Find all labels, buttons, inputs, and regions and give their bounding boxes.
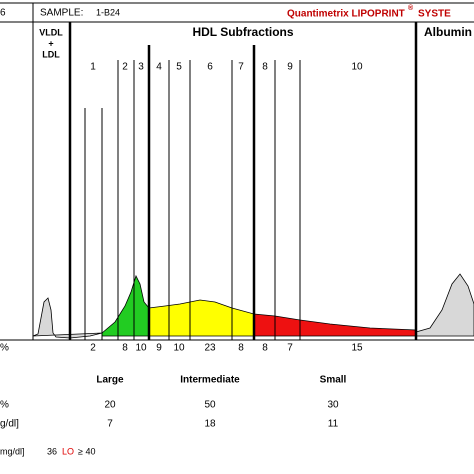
brand: Quantimetrix LIPOPRINT [287, 9, 405, 20]
subfraction-number: 4 [156, 62, 162, 73]
vldl-peak [32, 297, 103, 339]
subfraction-percent: 8 [122, 343, 128, 354]
total-label: mg/dl] [0, 446, 25, 456]
sample-id: 1-B24 [96, 7, 120, 17]
corner-text: 6 [0, 8, 6, 19]
dividers [68, 22, 418, 340]
subfraction-percent: 10 [135, 343, 147, 354]
albumin-peak [415, 273, 474, 337]
total-value: 36 [47, 446, 57, 456]
subfraction-percent: 8 [262, 343, 268, 354]
subfraction-number: 3 [138, 62, 144, 73]
group-name: Large [96, 375, 124, 386]
row-label: % [0, 400, 9, 411]
subfraction-percent: 2 [90, 343, 96, 354]
group-name: Small [320, 375, 347, 386]
group-name: Intermediate [180, 375, 240, 386]
subfraction-number: 2 [122, 62, 128, 73]
subfraction-percent: 8 [238, 343, 244, 354]
subfraction-percent: 23 [204, 343, 216, 354]
subfraction-number: 8 [262, 62, 268, 73]
plus-label: + [48, 38, 53, 48]
group-value: 18 [204, 419, 216, 430]
group-value: 20 [104, 400, 116, 411]
large-area [101, 274, 150, 337]
group-value: 30 [327, 400, 339, 411]
ldl-label: LDL [42, 49, 60, 59]
subfraction-number: 7 [238, 62, 244, 73]
subfraction-number: 10 [351, 62, 363, 73]
group-value: 7 [107, 419, 113, 430]
intermediate-area [148, 299, 255, 337]
percent-row-label: % [0, 343, 9, 354]
group-value: 11 [328, 419, 339, 430]
subfraction-percent: 7 [287, 343, 293, 354]
sample-label: SAMPLE: [40, 8, 83, 19]
brand-suffix: SYSTE [418, 9, 451, 20]
row-label: g/dl] [0, 419, 19, 430]
subfraction-number: 6 [207, 62, 213, 73]
vldl-label: VLDL [39, 27, 63, 37]
subfraction-percent: 10 [173, 343, 185, 354]
group-value: 50 [204, 400, 216, 411]
subfraction-number: 1 [90, 62, 96, 73]
subfraction-number: 9 [287, 62, 293, 73]
subfraction-number: 5 [176, 62, 182, 73]
total-flag: LO [62, 446, 74, 456]
subfraction-percent: 15 [351, 343, 363, 354]
albumin-label: Albumin [424, 25, 472, 39]
hdl-title: HDL Subfractions [192, 25, 293, 39]
subfraction-percent: 9 [156, 343, 162, 354]
registered: ® [408, 4, 414, 12]
small-area [253, 313, 417, 337]
total-reference: ≥ 40 [78, 446, 95, 456]
